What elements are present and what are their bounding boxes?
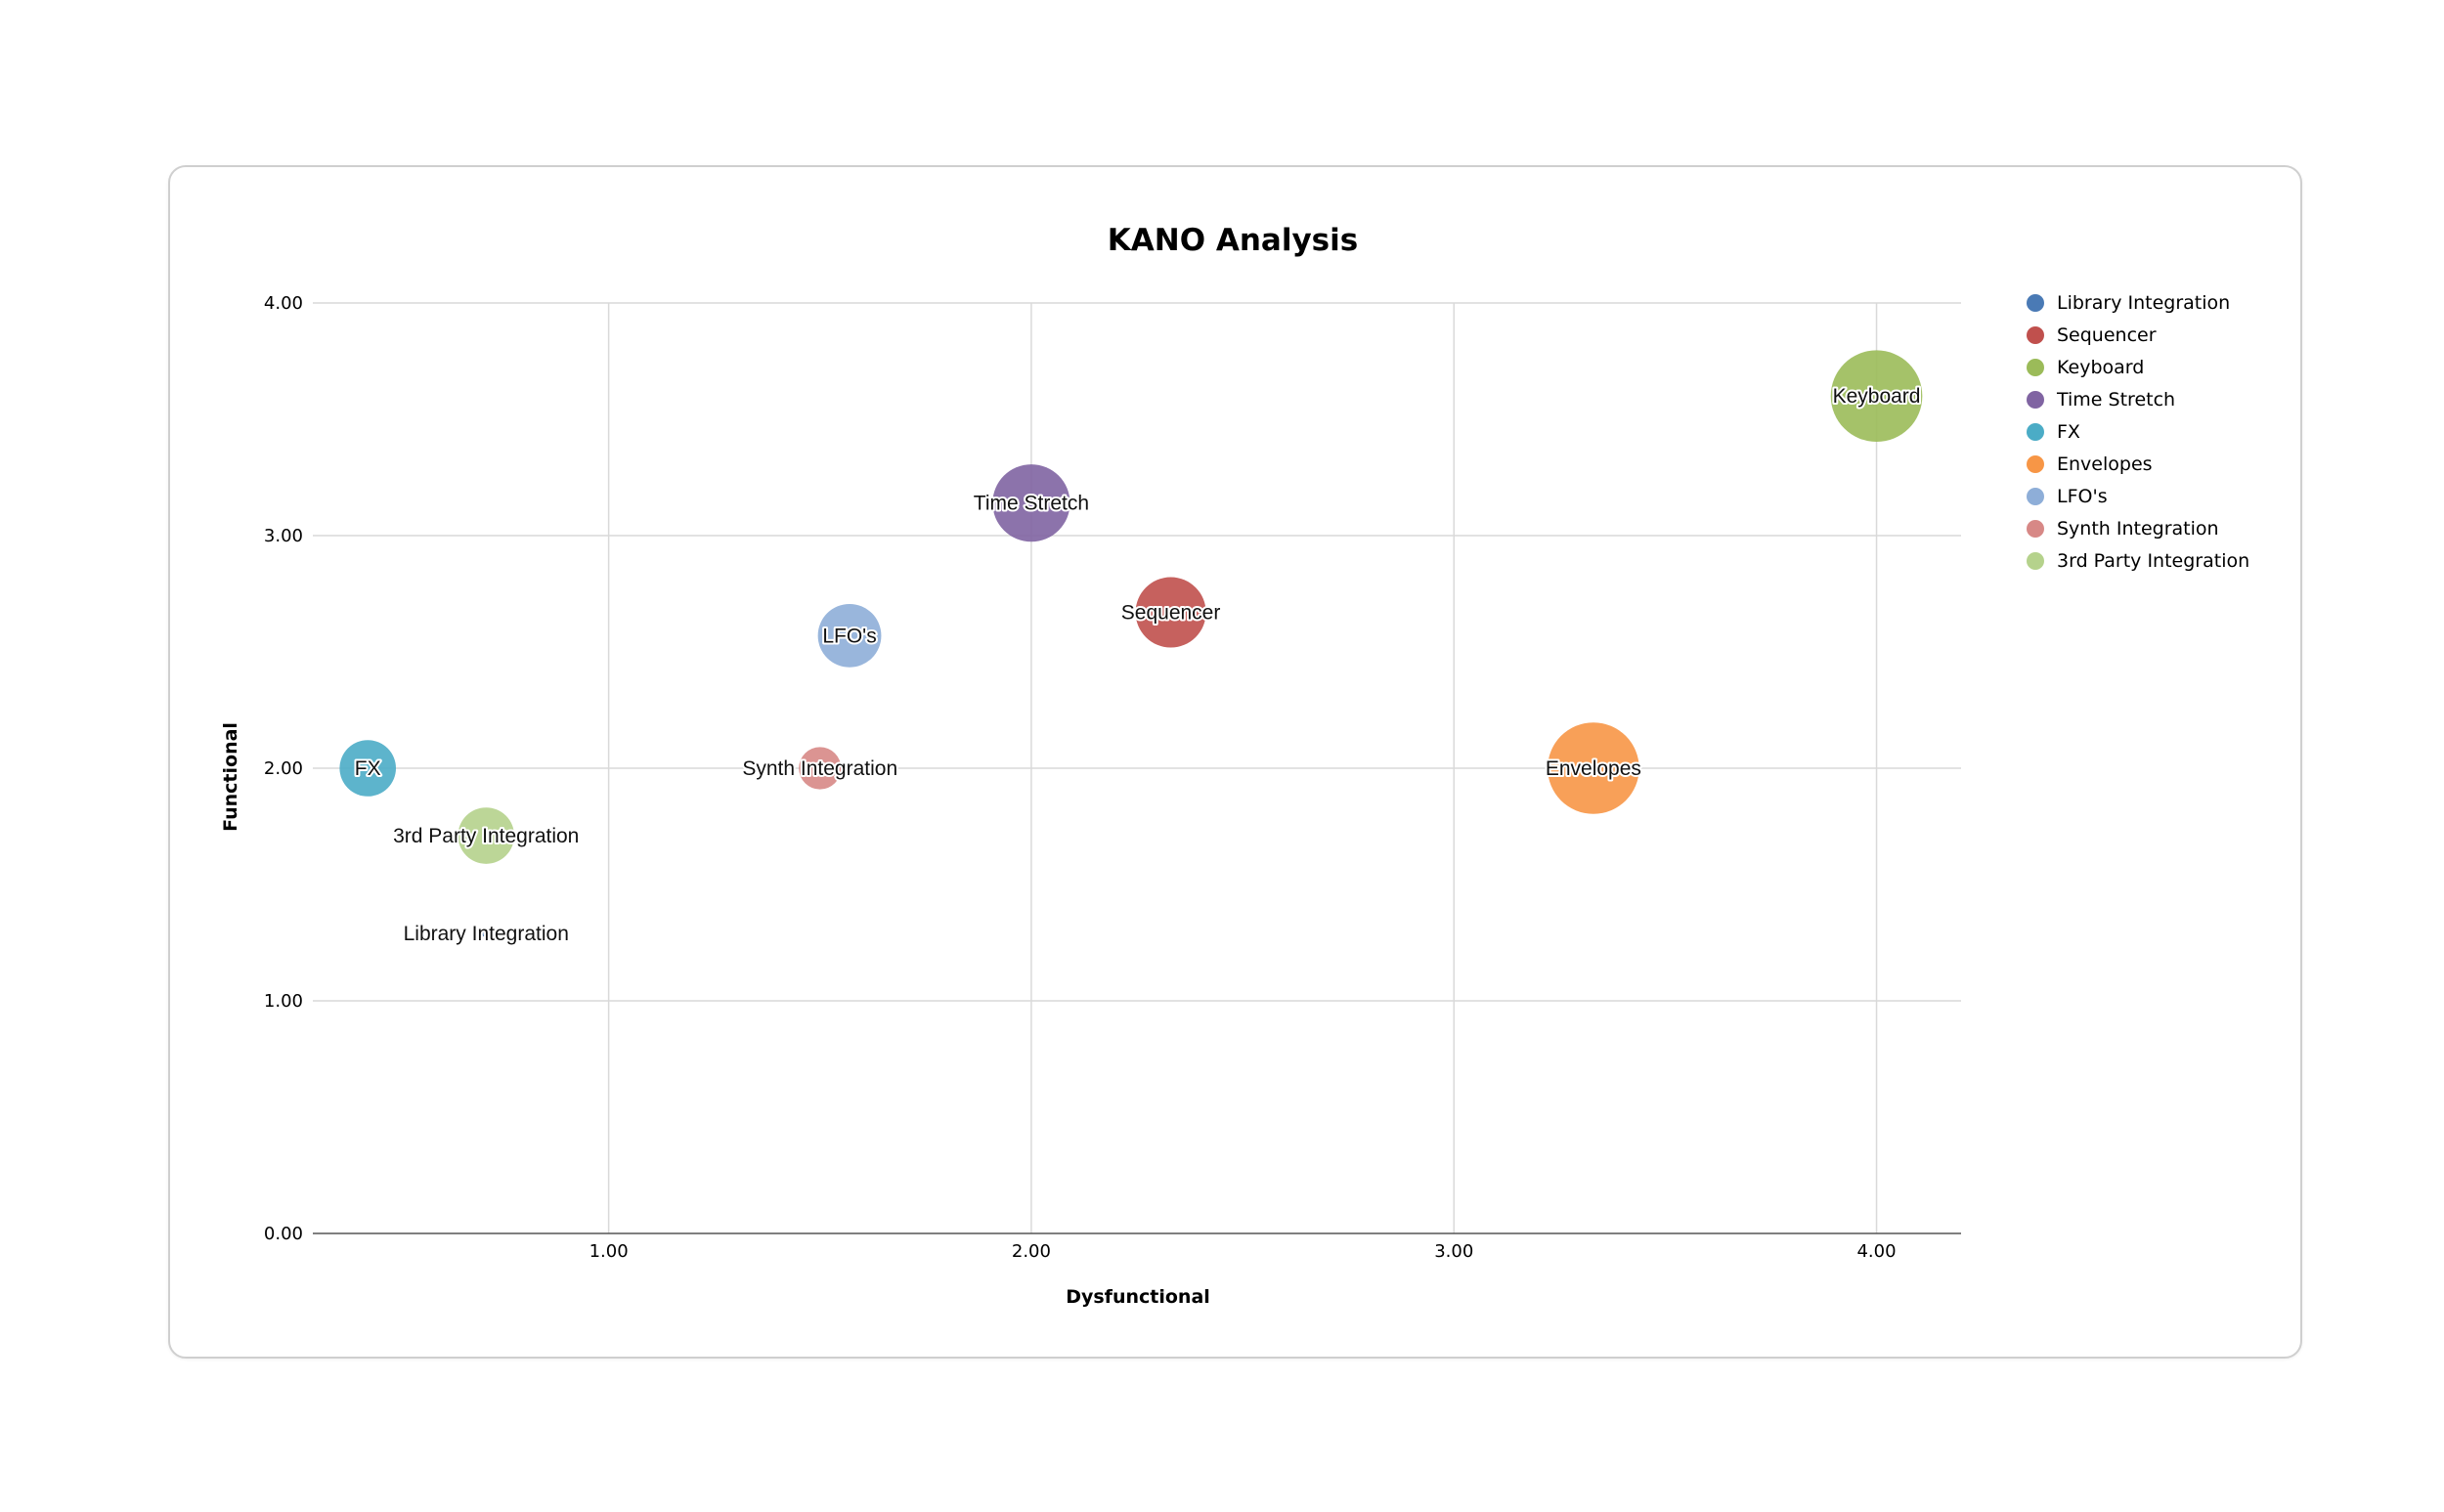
legend-swatch	[2027, 423, 2044, 441]
legend-swatch	[2027, 488, 2044, 505]
chart-card	[168, 165, 2302, 1359]
legend-item[interactable]: 3rd Party Integration	[2027, 550, 2249, 572]
x-axis-title: Dysfunctional	[1066, 1286, 1210, 1308]
y-tick-label: 1.00	[264, 991, 303, 1012]
legend-label: Envelopes	[2057, 454, 2153, 475]
legend-swatch	[2027, 552, 2044, 570]
x-tick-label: 2.00	[1012, 1241, 1051, 1262]
legend-swatch	[2027, 359, 2044, 376]
bubble-point[interactable]	[1548, 722, 1639, 814]
bubble-label: Time Stretch	[974, 493, 1089, 515]
bubble-label: Keyboard	[1833, 385, 1921, 408]
y-tick-label: 4.00	[264, 293, 303, 314]
bubble-point[interactable]	[458, 807, 515, 864]
bubble-label: Synth Integration	[742, 757, 897, 780]
legend-item[interactable]: Sequencer	[2027, 324, 2157, 346]
bubble-label: FX	[355, 757, 381, 780]
bubble-point[interactable]	[1135, 577, 1206, 648]
legend-label: Synth Integration	[2057, 518, 2219, 540]
chart-title: KANO Analysis	[1108, 223, 1358, 258]
bubble-point[interactable]	[817, 603, 882, 668]
x-tick-label: 3.00	[1434, 1241, 1473, 1262]
legend-swatch	[2027, 391, 2044, 409]
legend-label: FX	[2057, 421, 2080, 443]
legend-item[interactable]: FX	[2027, 421, 2080, 443]
bubble-label: Sequencer	[1121, 602, 1221, 625]
legend-item[interactable]: Time Stretch	[2027, 389, 2175, 410]
bubble-point[interactable]	[339, 740, 397, 797]
legend-item[interactable]: Envelopes	[2027, 454, 2153, 475]
bubble-point[interactable]	[992, 464, 1070, 542]
legend-label: Time Stretch	[2056, 389, 2175, 410]
y-tick-label: 0.00	[264, 1224, 303, 1244]
legend-swatch	[2027, 455, 2044, 473]
x-tick-label: 1.00	[589, 1241, 629, 1262]
bubble-label: 3rd Party Integration	[393, 825, 579, 847]
y-tick-label: 3.00	[264, 526, 303, 546]
legend-swatch	[2027, 520, 2044, 538]
bubble-point[interactable]	[799, 747, 842, 790]
legend-swatch	[2027, 294, 2044, 312]
grid-lines	[313, 302, 1961, 1233]
bubbles	[339, 350, 1923, 938]
legend-label: Keyboard	[2057, 357, 2144, 378]
bubble-label: Envelopes	[1546, 757, 1641, 780]
bubble-label: LFO's	[822, 625, 876, 647]
y-axis-title: Functional	[220, 722, 241, 832]
bubble-label: Library Integration	[404, 923, 569, 945]
legend-label: LFO's	[2057, 486, 2108, 507]
legend-item[interactable]: LFO's	[2027, 486, 2108, 507]
legend-item[interactable]: Synth Integration	[2027, 518, 2219, 540]
bubble-point[interactable]	[482, 929, 491, 938]
axes: 0.00 1.00 2.00 3.00 4.00 1.00 2.00 3.00 4.00	[264, 293, 1961, 1262]
legend-item[interactable]: Library Integration	[2027, 292, 2230, 314]
legend-label: 3rd Party Integration	[2057, 550, 2249, 572]
y-tick-label: 2.00	[264, 758, 303, 779]
legend-label: Sequencer	[2057, 324, 2157, 346]
legend: Library Integration Sequencer Keyboard Time…	[2027, 292, 2249, 572]
x-tick-label: 4.00	[1856, 1241, 1896, 1262]
legend-item[interactable]: Keyboard	[2027, 357, 2144, 378]
legend-label: Library Integration	[2057, 292, 2230, 314]
bubble-labels: Library Integration Sequencer Keyboard Time…	[353, 383, 1923, 947]
legend-swatch	[2027, 326, 2044, 344]
bubble-point[interactable]	[1830, 350, 1923, 443]
